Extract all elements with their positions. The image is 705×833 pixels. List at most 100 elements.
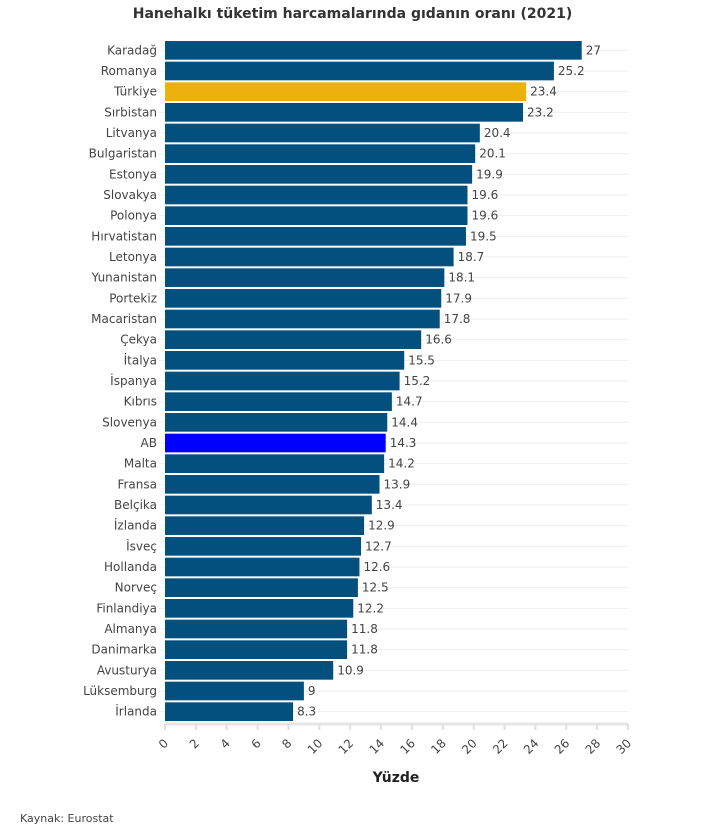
bar[interactable]: [165, 619, 348, 639]
category-label: Avusturya: [97, 663, 157, 677]
data-label: 23.2: [527, 105, 554, 119]
bar[interactable]: [165, 123, 480, 143]
category-label: Hollanda: [104, 560, 157, 574]
category-label: Polonya: [110, 209, 157, 223]
data-label: 11.8: [351, 643, 378, 657]
category-label: Fransa: [117, 477, 157, 491]
data-label: 15.5: [408, 353, 435, 367]
bar[interactable]: [165, 185, 468, 205]
x-tick-label: 22: [490, 736, 511, 757]
category-label: İtalya: [124, 352, 157, 367]
category-label: Almanya: [104, 622, 157, 636]
x-tick-label: 6: [248, 736, 263, 751]
bar[interactable]: [165, 289, 442, 308]
data-label: 18.7: [458, 250, 485, 264]
bar[interactable]: [165, 144, 476, 163]
bar[interactable]: [165, 557, 360, 577]
category-label: Yunanistan: [91, 271, 157, 285]
data-label: 27: [586, 43, 601, 57]
data-label: 12.2: [357, 601, 384, 615]
chart-title: Hanehalkı tüketim harcamalarında gıdanın…: [132, 6, 573, 22]
bar[interactable]: [165, 454, 385, 473]
data-label: 12.9: [368, 519, 395, 533]
data-label: 14.3: [390, 436, 417, 450]
bar[interactable]: [165, 351, 405, 370]
bar[interactable]: [165, 433, 386, 453]
data-label: 20.1: [479, 147, 506, 161]
bar[interactable]: [165, 309, 440, 329]
bar[interactable]: [165, 537, 362, 556]
x-tick-label: 12: [336, 736, 357, 757]
bar[interactable]: [165, 495, 372, 515]
bar[interactable]: [165, 599, 354, 618]
category-label: Hırvatistan: [91, 229, 157, 243]
data-label: 12.6: [363, 560, 390, 574]
bar[interactable]: [165, 475, 380, 494]
category-label: Bulgaristan: [89, 147, 157, 161]
bar[interactable]: [165, 413, 388, 432]
x-tick-label: 26: [552, 736, 573, 757]
bar[interactable]: [165, 206, 468, 225]
x-tick-label: 28: [583, 736, 604, 757]
x-axis: 0 2 4 6 8 10 12 14 16 18 20 22 24 26 28 30: [156, 722, 634, 757]
category-label: Belçika: [114, 498, 157, 512]
bar[interactable]: [165, 82, 527, 101]
category-label: Danimarka: [91, 643, 157, 657]
x-tick-label: 18: [428, 736, 449, 757]
x-tick-label: 14: [366, 736, 387, 757]
category-label: Karadağ: [107, 43, 157, 57]
category-label: Finlandiya: [96, 601, 157, 615]
bar[interactable]: [165, 702, 294, 721]
bar[interactable]: [165, 640, 348, 659]
bar[interactable]: [165, 247, 454, 267]
data-label: 17.8: [444, 312, 471, 326]
bars: Karadağ 27 Romanya 25.2 Türkiye 23.4 Sırbistan…: [83, 41, 601, 721]
category-label: Macaristan: [91, 312, 157, 326]
bar[interactable]: [165, 268, 445, 287]
data-label: 9: [308, 684, 316, 698]
category-label: Litvanya: [106, 126, 157, 140]
data-label: 8.3: [297, 705, 316, 719]
data-label: 16.6: [425, 333, 452, 347]
category-label: İrlanda: [115, 704, 157, 719]
bar[interactable]: [165, 103, 524, 122]
data-label: 20.4: [484, 126, 511, 140]
x-axis-label: Yüzde: [372, 770, 420, 786]
bar[interactable]: [165, 661, 334, 680]
data-label: 11.8: [351, 622, 378, 636]
data-label: 14.2: [388, 457, 415, 471]
bar[interactable]: [165, 516, 365, 535]
bar[interactable]: [165, 578, 358, 597]
x-tick-label: 0: [156, 736, 171, 751]
category-label: Malta: [124, 457, 157, 471]
bar[interactable]: [165, 371, 400, 391]
data-label: 14.7: [396, 395, 423, 409]
category-label: Estonya: [109, 167, 157, 181]
x-tick-label: 24: [521, 736, 542, 757]
category-label: Portekiz: [109, 291, 157, 305]
category-label: Letonya: [109, 250, 157, 264]
bar[interactable]: [165, 41, 582, 60]
category-label: İspanya: [110, 373, 157, 388]
bar[interactable]: [165, 330, 422, 349]
bar[interactable]: [165, 681, 304, 701]
category-label: Çekya: [120, 333, 157, 347]
category-label: İzlanda: [114, 518, 157, 533]
data-label: 14.4: [391, 415, 418, 429]
data-label: 15.2: [404, 374, 431, 388]
bar[interactable]: [165, 165, 473, 184]
bar[interactable]: [165, 392, 392, 411]
category-label: Lüksemburg: [83, 684, 157, 698]
data-label: 25.2: [558, 64, 585, 78]
category-label: AB: [141, 436, 157, 450]
x-tick-label: 8: [279, 736, 294, 751]
category-label: Romanya: [101, 64, 157, 78]
data-label: 10.9: [337, 663, 364, 677]
x-tick-label: 10: [305, 736, 326, 757]
bar[interactable]: [165, 227, 466, 246]
x-tick-label: 16: [397, 736, 418, 757]
source-note: Kaynak: Eurostat: [20, 812, 114, 825]
bar[interactable]: [165, 61, 554, 81]
data-label: 19.5: [470, 229, 497, 243]
x-tick-label: 30: [613, 736, 634, 757]
